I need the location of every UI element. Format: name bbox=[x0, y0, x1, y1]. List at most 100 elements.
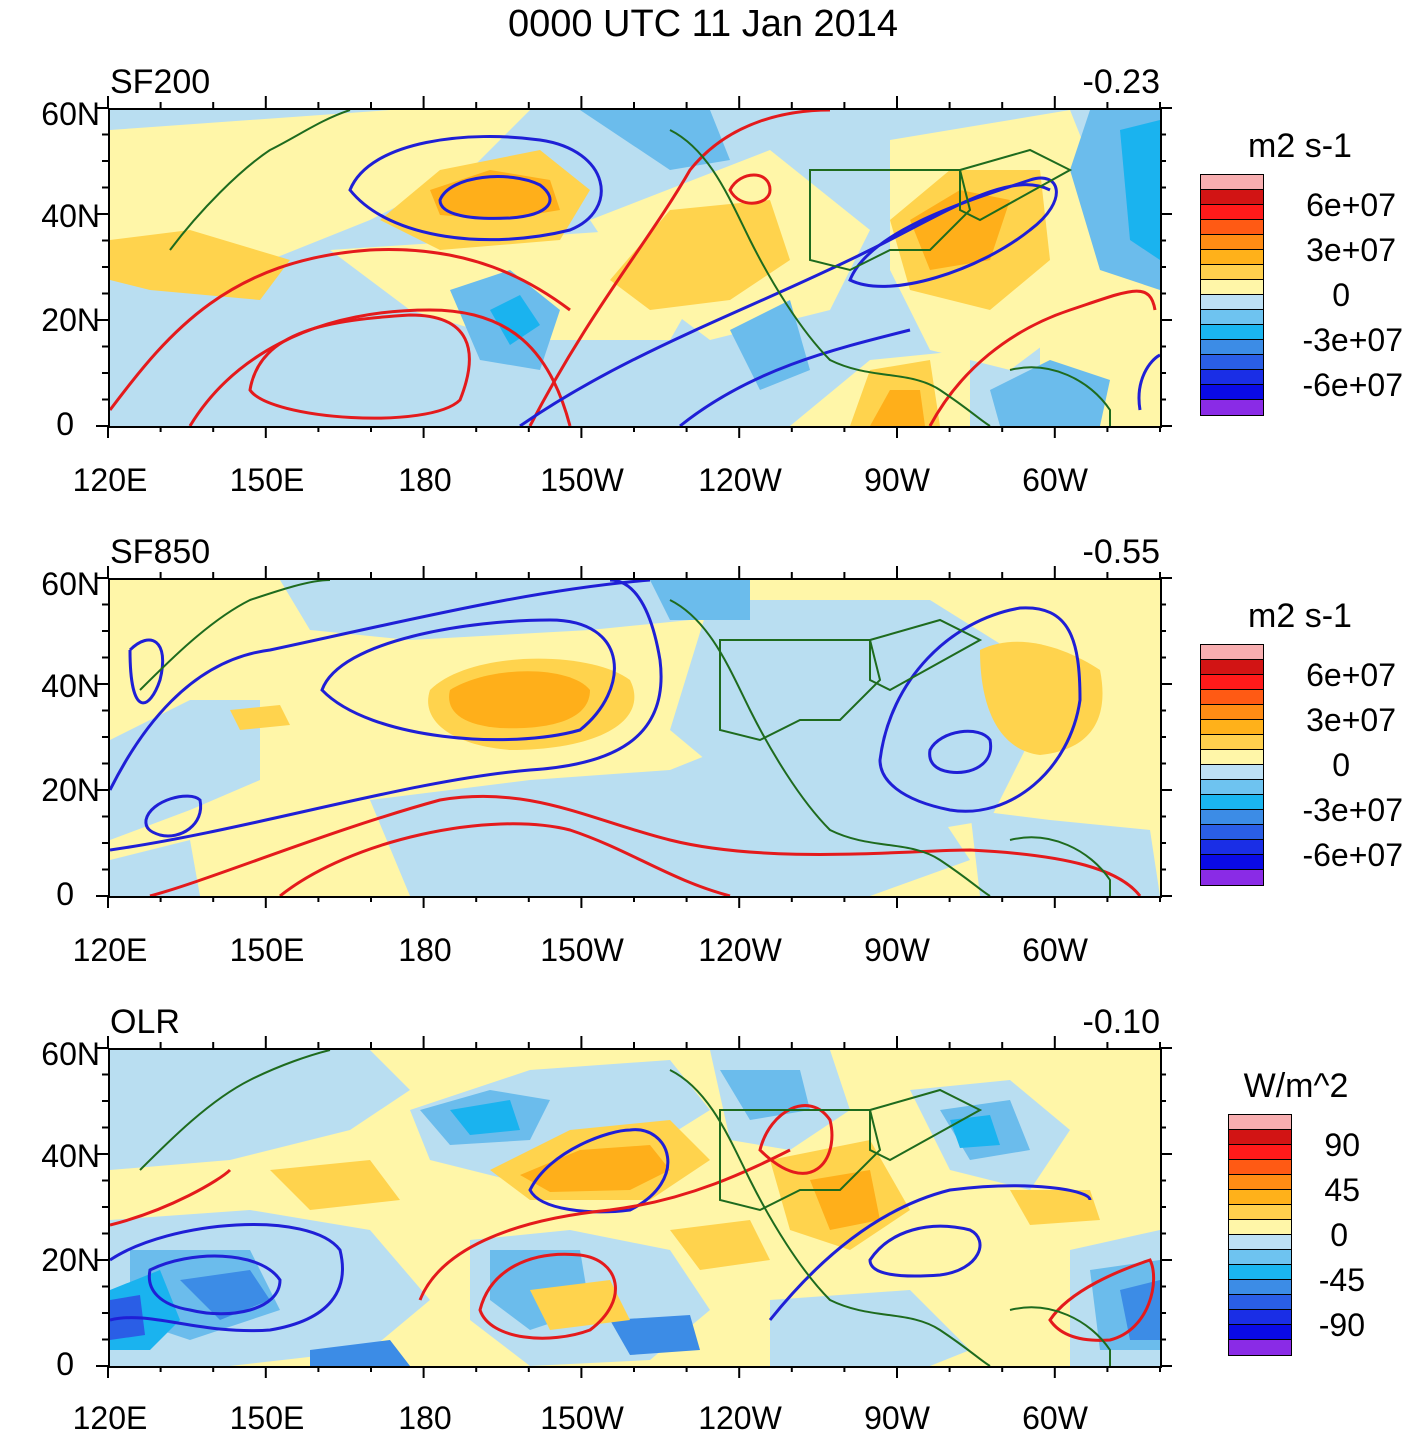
colorbar-swatch bbox=[1229, 1220, 1291, 1235]
y-tick-label: 0 bbox=[56, 1346, 74, 1382]
colorbar-swatch bbox=[1201, 840, 1263, 855]
colorbar-label: -3e+07 bbox=[1302, 322, 1403, 358]
x-tick-label: 150W bbox=[540, 1400, 624, 1436]
y-tick-label: 20N bbox=[41, 1242, 100, 1278]
colorbar-label: 0 bbox=[1330, 1217, 1348, 1253]
colorbar-swatch bbox=[1201, 675, 1263, 690]
panel-correlation-value: -0.55 bbox=[1082, 533, 1161, 571]
colorbar-swatch bbox=[1201, 765, 1263, 780]
colorbar-swatch bbox=[1201, 250, 1263, 265]
y-tick-label: 60N bbox=[41, 96, 100, 132]
y-tick-label: 60N bbox=[41, 566, 100, 602]
colorbar-swatch bbox=[1201, 355, 1263, 370]
x-tick-label: 180 bbox=[398, 462, 452, 498]
colorbar-label: 0 bbox=[1332, 277, 1350, 313]
colorbar-swatch bbox=[1201, 220, 1263, 235]
y-tick-label: 0 bbox=[56, 406, 74, 442]
x-tick-label: 120E bbox=[72, 1400, 148, 1436]
colorbar-olr bbox=[1228, 1114, 1292, 1356]
colorbar-units: W/m^2 bbox=[1243, 1067, 1349, 1105]
x-tick-label: 120E bbox=[72, 932, 148, 968]
colorbar-label: 90 bbox=[1324, 1127, 1360, 1163]
colorbar-swatch bbox=[1229, 1235, 1291, 1250]
x-tick-label: 150E bbox=[229, 932, 305, 968]
x-tick-label: 120W bbox=[698, 1400, 782, 1436]
panel-correlation-value: -0.10 bbox=[1082, 1003, 1161, 1041]
colorbar-swatch bbox=[1229, 1205, 1291, 1220]
colorbar-label: 3e+07 bbox=[1306, 232, 1396, 268]
colorbar-swatch bbox=[1201, 340, 1263, 355]
x-tick-label: 150W bbox=[540, 462, 624, 498]
colorbar-swatch bbox=[1201, 310, 1263, 325]
map-sf200-plot bbox=[110, 110, 1160, 426]
y-tick-label: 40N bbox=[41, 198, 100, 234]
colorbar-swatch bbox=[1229, 1115, 1291, 1130]
x-tick-label: 60W bbox=[1022, 932, 1088, 968]
colorbar-label: 6e+07 bbox=[1306, 187, 1396, 223]
colorbar-swatch bbox=[1201, 870, 1263, 885]
figure-title: 0000 UTC 11 Jan 2014 bbox=[507, 3, 899, 45]
x-tick-label: 90W bbox=[864, 462, 930, 498]
map-olr bbox=[108, 1048, 1162, 1368]
panel-label: SF200 bbox=[110, 63, 211, 101]
colorbar-swatch bbox=[1201, 205, 1263, 220]
x-tick-label: 120W bbox=[698, 932, 782, 968]
colorbar-swatch bbox=[1229, 1175, 1291, 1190]
colorbar-swatch bbox=[1201, 660, 1263, 675]
x-tick-label: 150W bbox=[540, 932, 624, 968]
panel-label: SF850 bbox=[110, 533, 211, 571]
colorbar-swatch bbox=[1201, 795, 1263, 810]
panel-label: OLR bbox=[110, 1003, 180, 1041]
colorbar-units: m2 s-1 bbox=[1248, 127, 1352, 165]
colorbar-label: 0 bbox=[1332, 747, 1350, 783]
colorbar-label: 6e+07 bbox=[1306, 657, 1396, 693]
colorbar-label: 3e+07 bbox=[1306, 702, 1396, 738]
colorbar-swatch bbox=[1201, 385, 1263, 400]
colorbar-swatch bbox=[1201, 720, 1263, 735]
colorbar-label: -3e+07 bbox=[1302, 792, 1403, 828]
colorbar-swatch bbox=[1201, 325, 1263, 340]
colorbar-swatch bbox=[1201, 235, 1263, 250]
colorbar-swatch bbox=[1201, 705, 1263, 720]
y-tick-label: 20N bbox=[41, 302, 100, 338]
x-tick-label: 120E bbox=[72, 462, 148, 498]
colorbar-swatch bbox=[1201, 690, 1263, 705]
y-tick-label: 40N bbox=[41, 668, 100, 704]
colorbar-swatch bbox=[1229, 1130, 1291, 1145]
y-tick-label: 60N bbox=[41, 1036, 100, 1072]
colorbar-label: 45 bbox=[1324, 1172, 1360, 1208]
colorbar-swatch bbox=[1229, 1325, 1291, 1340]
colorbar-swatch bbox=[1229, 1160, 1291, 1175]
colorbar-label: -6e+07 bbox=[1302, 837, 1403, 873]
x-tick-label: 150E bbox=[229, 1400, 305, 1436]
colorbar-label: -6e+07 bbox=[1302, 367, 1403, 403]
colorbar-swatch bbox=[1229, 1265, 1291, 1280]
colorbar-swatch bbox=[1229, 1310, 1291, 1325]
colorbar-swatch bbox=[1201, 750, 1263, 765]
x-tick-label: 180 bbox=[398, 932, 452, 968]
colorbar-swatch bbox=[1201, 370, 1263, 385]
colorbar-swatch bbox=[1201, 735, 1263, 750]
colorbar-swatch bbox=[1229, 1340, 1291, 1355]
colorbar-swatch bbox=[1229, 1295, 1291, 1310]
colorbar-swatch bbox=[1201, 400, 1263, 415]
map-sf850-plot bbox=[110, 580, 1160, 896]
y-tick-label: 0 bbox=[56, 876, 74, 912]
x-tick-label: 60W bbox=[1022, 462, 1088, 498]
x-tick-label: 60W bbox=[1022, 1400, 1088, 1436]
colorbar-label: -90 bbox=[1318, 1307, 1365, 1343]
y-tick-label: 40N bbox=[41, 1138, 100, 1174]
colorbar-swatch bbox=[1201, 190, 1263, 205]
colorbar-sf850 bbox=[1200, 644, 1264, 886]
y-tick-label: 20N bbox=[41, 772, 100, 808]
panel-correlation-value: -0.23 bbox=[1082, 63, 1161, 101]
colorbar-swatch bbox=[1201, 780, 1263, 795]
x-tick-label: 90W bbox=[864, 1400, 930, 1436]
x-tick-label: 180 bbox=[398, 1400, 452, 1436]
colorbar-swatch bbox=[1201, 280, 1263, 295]
colorbar-swatch bbox=[1201, 295, 1263, 310]
colorbar-swatch bbox=[1201, 645, 1263, 660]
colorbar-swatch bbox=[1229, 1145, 1291, 1160]
map-sf850 bbox=[108, 578, 1162, 898]
colorbar-swatch bbox=[1201, 825, 1263, 840]
